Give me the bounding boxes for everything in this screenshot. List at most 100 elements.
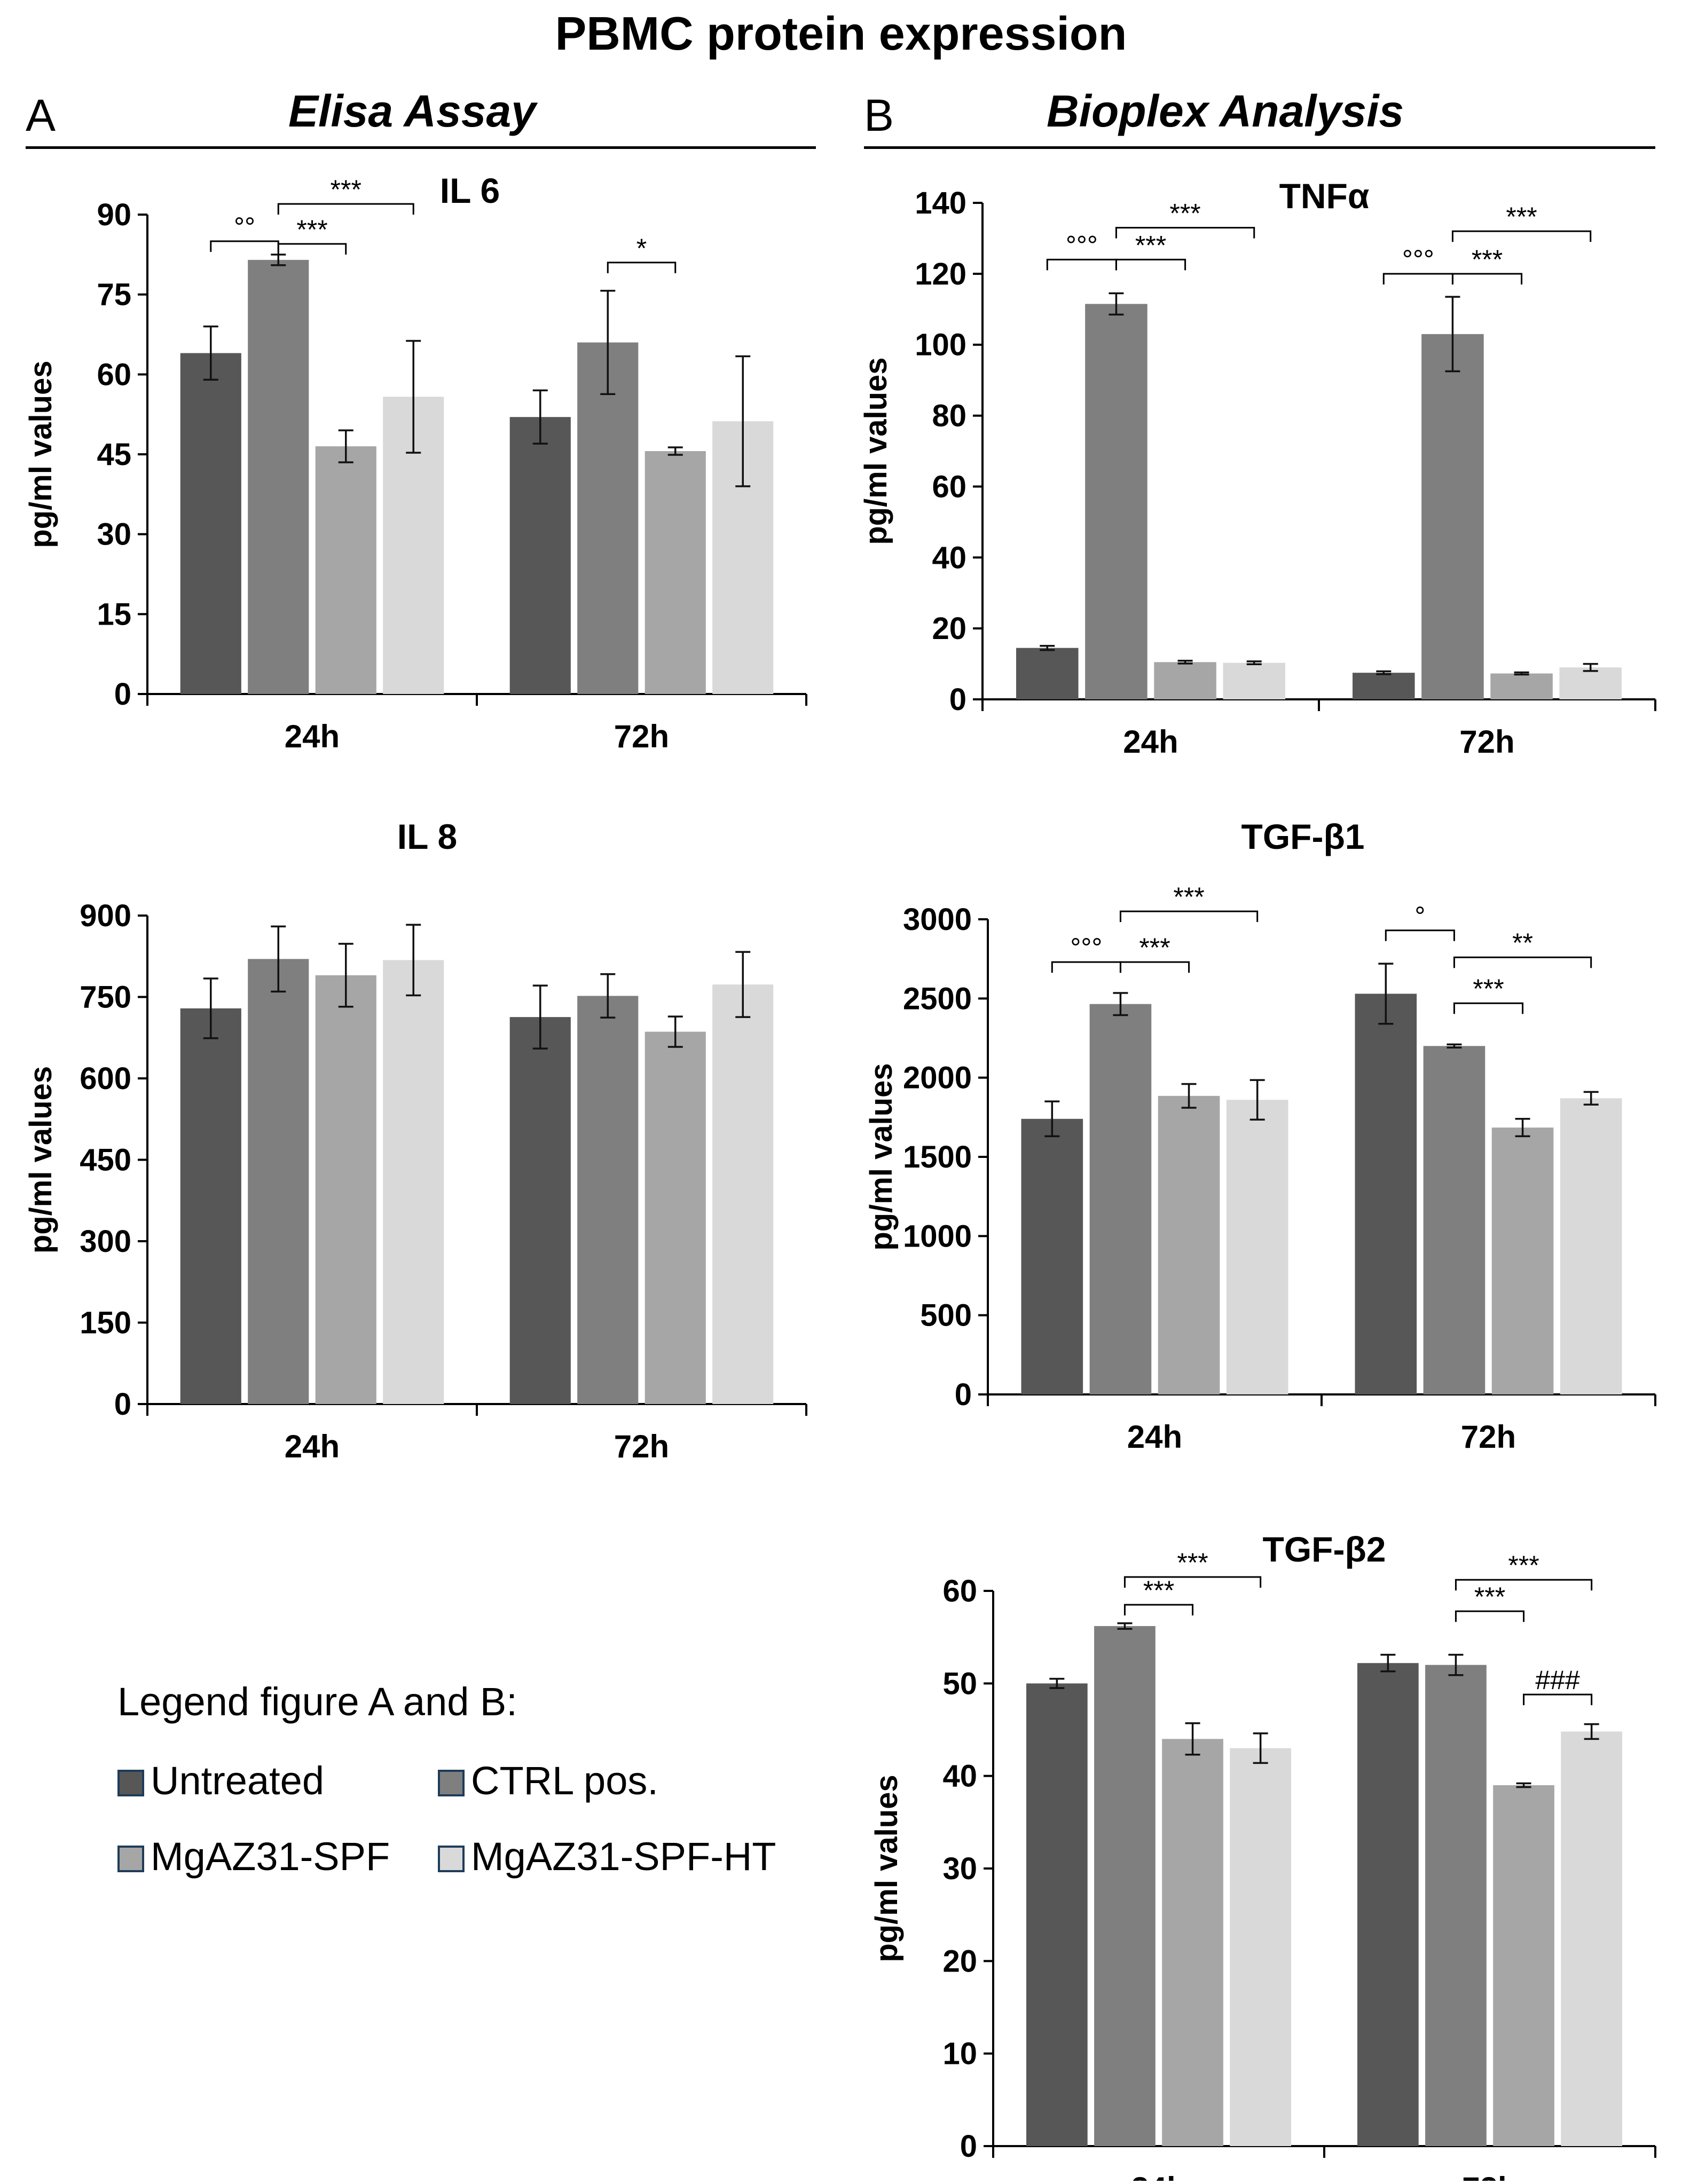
significance-label-il6-0: °° — [234, 212, 255, 242]
bar-il8-2-1 — [644, 1031, 706, 1404]
y-tick-label-tnfa-7: 140 — [915, 186, 966, 220]
y-tick-label-tgfb1-5: 2500 — [903, 981, 972, 1016]
y-tick-label-tgfb1-2: 1000 — [903, 1219, 972, 1253]
panel-title-a: Elisa Assay — [288, 86, 536, 136]
panel-title-b: Bioplex Analysis — [1047, 86, 1404, 136]
bar-tnfa-3-0 — [1223, 663, 1285, 699]
significance-label-tgfb2-0: *** — [1143, 1575, 1174, 1605]
x-tick-label-tgfb1-0: 24h — [1127, 1419, 1182, 1455]
y-tick-label-il8-0: 0 — [114, 1387, 131, 1422]
y-tick-label-il8-4: 600 — [80, 1061, 131, 1096]
panel-letter-b: B — [864, 90, 894, 140]
significance-label-il6-2: *** — [331, 175, 361, 204]
legend-swatch-mgaz31-spf-ht — [438, 1846, 465, 1872]
y-axis-label-il6: pg/ml values — [23, 360, 58, 548]
bar-tgfb1-3-0 — [1226, 1100, 1288, 1394]
y-tick-label-tnfa-1: 20 — [932, 611, 966, 646]
y-axis-label-il8: pg/ml values — [23, 1066, 58, 1253]
y-tick-label-tnfa-5: 100 — [915, 328, 966, 362]
significance-bracket-il6-0 — [210, 240, 279, 252]
legend: Legend figure A and B: Untreated CTRL po… — [117, 1679, 865, 1882]
bar-il6-1-1 — [577, 342, 639, 694]
y-tick-label-tgfb1-0: 0 — [955, 1377, 972, 1412]
legend-item-ctrl-pos: CTRL pos. — [438, 1758, 658, 1803]
bar-il8-1-1 — [577, 996, 639, 1404]
y-tick-label-tgfb2-5: 50 — [942, 1666, 977, 1701]
legend-item-mgaz31-spf: MgAZ31-SPF — [117, 1834, 390, 1879]
bar-il8-3-0 — [383, 960, 444, 1404]
significance-label-tgfb2-4: ### — [1535, 1665, 1580, 1695]
x-tick-label-tgfb2-0: 24h — [1131, 2171, 1186, 2181]
chart-title-tgfb1: TGF-β1 — [1241, 817, 1365, 856]
significance-label-tgfb1-0: °°° — [1070, 933, 1102, 963]
bar-tnfa-2-1 — [1490, 673, 1553, 699]
bar-il8-3-1 — [712, 984, 774, 1404]
x-tick-label-tgfb1-1: 72h — [1461, 1419, 1516, 1455]
y-tick-label-il8-6: 900 — [80, 898, 131, 933]
bar-il6-0-1 — [509, 417, 571, 694]
bar-tgfb1-0-1 — [1355, 994, 1417, 1394]
bar-tnfa-1-0 — [1085, 304, 1147, 699]
bar-tgfb2-1-1 — [1425, 1665, 1487, 2146]
significance-label-tnfa-3: °°° — [1402, 245, 1434, 274]
chart-title-il8: IL 8 — [397, 817, 458, 856]
chart-tgfb1: TGF-β1 pg/ml values 0 500 1000 1500 2000 2500 30… — [864, 817, 1656, 1455]
bar-il8-2-0 — [315, 975, 376, 1404]
bar-tgfb2-3-0 — [1230, 1748, 1291, 2146]
bar-tgfb2-2-1 — [1493, 1785, 1554, 2146]
y-tick-label-tgfb1-6: 3000 — [903, 902, 972, 937]
significance-label-tgfb1-1: *** — [1139, 933, 1170, 963]
significance-label-il6-3: * — [636, 233, 647, 263]
significance-bracket-tnfa-5 — [1451, 230, 1592, 242]
significance-bracket-tgfb1-3 — [1385, 929, 1455, 941]
bar-tnfa-1-1 — [1421, 334, 1484, 699]
significance-bracket-tnfa-1 — [1115, 258, 1186, 271]
bar-tgfb2-2-0 — [1162, 1739, 1223, 2146]
legend-label-untreated: Untreated — [151, 1759, 324, 1803]
bar-tgfb1-2-1 — [1491, 1128, 1554, 1394]
panel-rule-b — [864, 146, 1655, 149]
bar-tgfb1-3-1 — [1560, 1098, 1622, 1394]
y-axis-label-tgfb1: pg/ml values — [864, 1063, 899, 1250]
bar-tnfa-0-1 — [1353, 673, 1415, 699]
significance-bracket-tgfb2-3 — [1455, 1579, 1593, 1591]
significance-bracket-tgfb1-1 — [1119, 961, 1190, 973]
significance-bracket-il6-3 — [607, 262, 677, 273]
y-tick-label-tgfb1-1: 500 — [920, 1298, 972, 1333]
significance-bracket-tnfa-2 — [1115, 227, 1255, 239]
chart-tgfb2: TGF-β2 pg/ml values 0 10 20 30 40 50 60 24h 72h ***… — [869, 1529, 1656, 2181]
y-tick-label-il8-2: 300 — [80, 1224, 131, 1259]
bar-tgfb2-0-0 — [1026, 1683, 1088, 2146]
y-tick-label-tnfa-2: 40 — [932, 540, 966, 575]
bar-tgfb2-3-1 — [1561, 1731, 1622, 2146]
bar-tnfa-2-0 — [1154, 662, 1216, 699]
chart-title-tnfa: TNFα — [1279, 176, 1370, 216]
y-tick-label-il8-1: 150 — [80, 1306, 131, 1341]
chart-title-tgfb2: TGF-β2 — [1263, 1529, 1386, 1569]
significance-bracket-tgfb2-2 — [1455, 1610, 1525, 1622]
panel-letter-a: A — [26, 90, 56, 140]
significance-label-tnfa-4: *** — [1472, 245, 1503, 274]
chart-il8: IL 8 pg/ml values 0 150 300 450 600 750 900 24h 72… — [23, 817, 807, 1464]
bar-tgfb2-0-1 — [1357, 1663, 1419, 2146]
y-tick-label-tgfb2-2: 20 — [942, 1944, 977, 1978]
significance-label-tnfa-2: *** — [1169, 199, 1200, 228]
y-axis-label-tnfa: pg/ml values — [859, 357, 893, 545]
significance-label-tgfb2-1: *** — [1177, 1548, 1208, 1578]
significance-label-tgfb1-4: *** — [1473, 974, 1504, 1004]
significance-label-tnfa-1: *** — [1135, 230, 1166, 260]
significance-bracket-tgfb1-5 — [1453, 956, 1592, 968]
x-tick-label-tnfa-1: 72h — [1459, 724, 1514, 760]
x-tick-label-tgfb2-1: 72h — [1462, 2171, 1517, 2181]
y-tick-label-tgfb2-0: 0 — [960, 2129, 977, 2164]
y-tick-label-tgfb2-3: 30 — [942, 1851, 977, 1886]
significance-label-tnfa-0: °°° — [1066, 230, 1098, 260]
y-tick-label-tgfb1-4: 2000 — [903, 1061, 972, 1095]
x-tick-label-tnfa-0: 24h — [1123, 724, 1178, 760]
bar-il6-2-0 — [315, 446, 376, 694]
legend-swatch-untreated — [117, 1770, 144, 1796]
significance-bracket-il6-1 — [277, 243, 347, 255]
bar-il8-1-0 — [248, 959, 309, 1404]
legend-swatch-mgaz31-spf — [117, 1846, 144, 1872]
